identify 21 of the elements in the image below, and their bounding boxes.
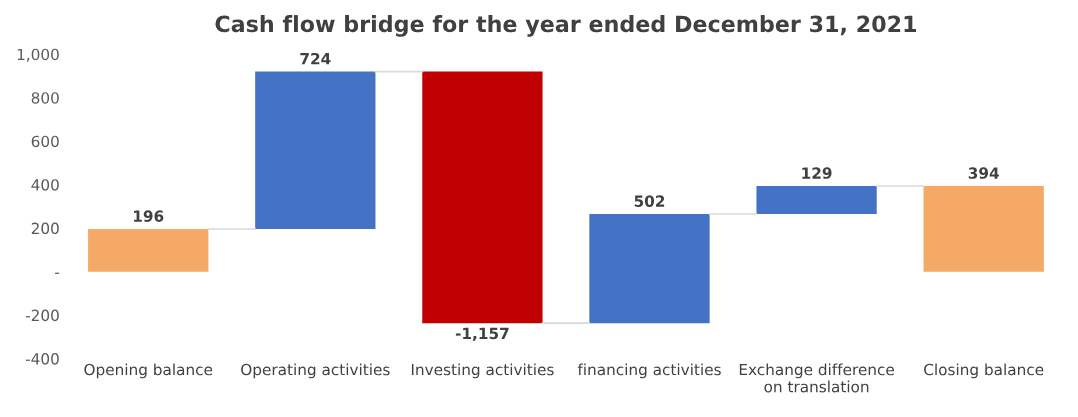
x-tick-label: Opening balance bbox=[84, 363, 213, 379]
data-label: 502 bbox=[634, 195, 665, 207]
data-label: 394 bbox=[968, 167, 999, 179]
data-label: -1,157 bbox=[455, 327, 509, 342]
y-tick-label: 800 bbox=[31, 92, 59, 104]
y-tick-label: 400 bbox=[31, 179, 59, 191]
x-tick-label: Operating activities bbox=[241, 363, 390, 379]
y-tick-label: 600 bbox=[31, 135, 59, 148]
y-tick-label: 200 bbox=[31, 222, 59, 235]
data-label: 196 bbox=[134, 210, 164, 222]
y-tick-label: - bbox=[55, 272, 60, 274]
chart-title: Cash flow bridge for the year ended December 31, 2021 bbox=[215, 15, 917, 37]
data-label: 129 bbox=[802, 167, 832, 179]
x-tick-label: Exchange difference on translation bbox=[739, 363, 894, 393]
x-tick-label: financing activities bbox=[577, 363, 721, 379]
x-tick-label: Investing activities bbox=[411, 363, 554, 379]
y-tick-label: -200 bbox=[25, 309, 59, 322]
x-tick-label: Closing balance bbox=[924, 363, 1044, 379]
y-tick-label: 1,000 bbox=[17, 48, 59, 62]
data-label: 724 bbox=[300, 52, 331, 65]
y-tick-label: -400 bbox=[25, 353, 59, 365]
